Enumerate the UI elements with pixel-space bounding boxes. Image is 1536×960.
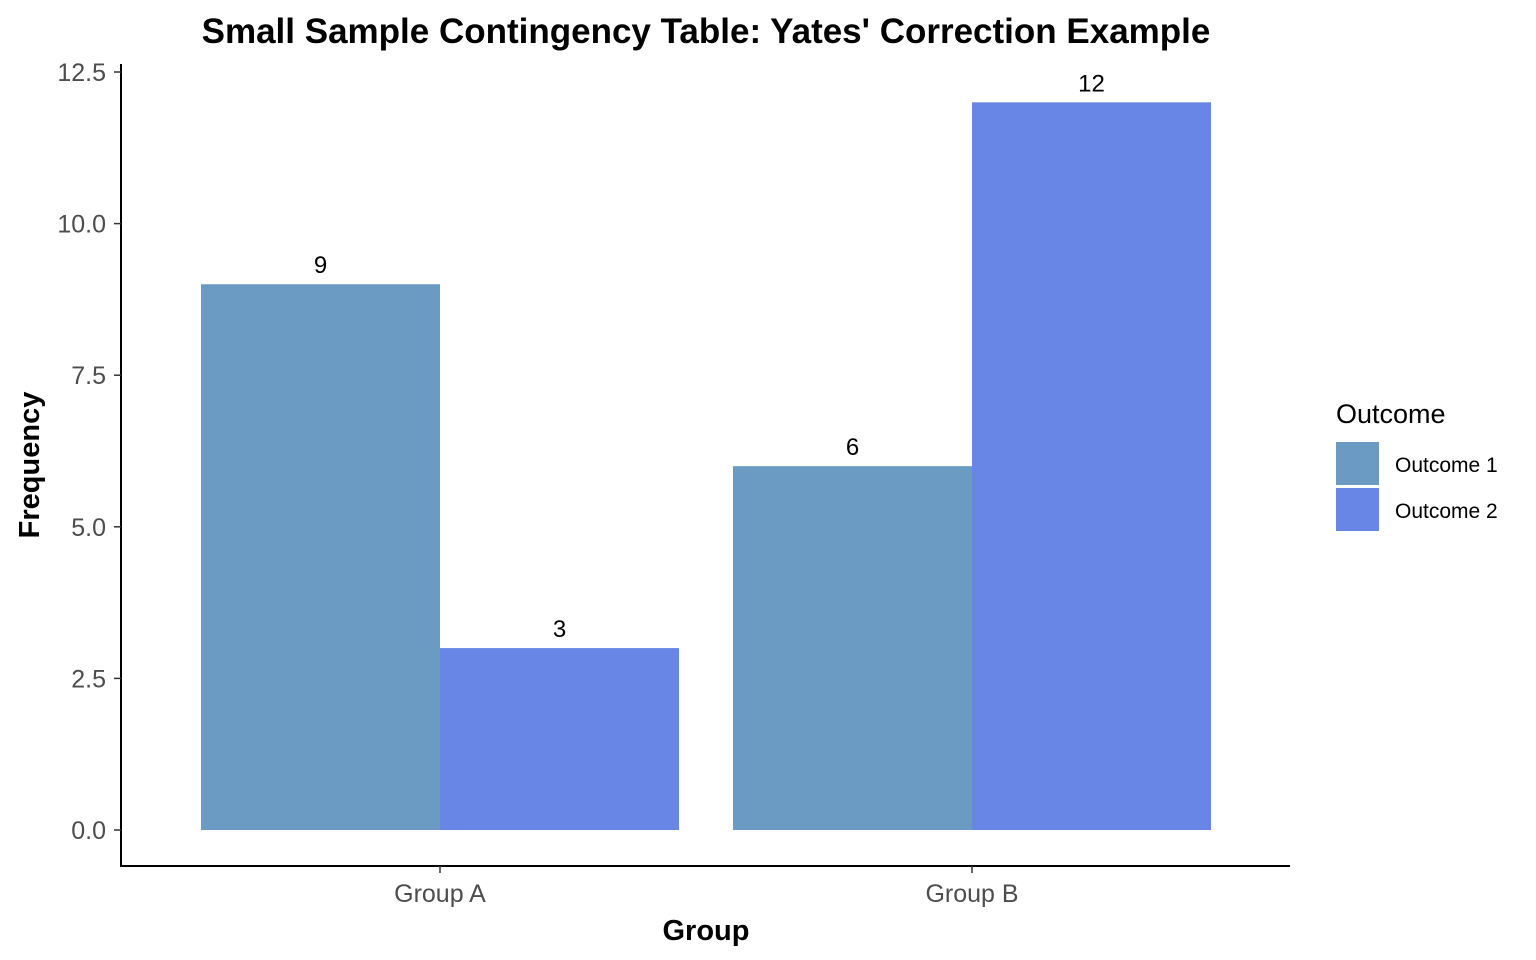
bar-outcome-1-group-b — [733, 466, 972, 830]
y-tick-label: 7.5 — [71, 362, 106, 390]
y-tick-label: 5.0 — [71, 514, 106, 542]
y-tick-label: 2.5 — [71, 665, 106, 693]
legend: Outcome Outcome 1 Outcome 2 — [1336, 399, 1498, 531]
bar-outcome-2-group-a — [440, 648, 679, 830]
x-axis-title: Group — [663, 915, 750, 947]
bar-outcome-2-group-b — [972, 102, 1211, 830]
y-axis-ticks: 0.0 2.5 5.0 7.5 10.0 12.5 — [57, 59, 121, 845]
chart-title: Small Sample Contingency Table: Yates' C… — [202, 12, 1211, 51]
bar-data-label: 6 — [846, 434, 859, 461]
y-tick-label: 0.0 — [71, 817, 106, 845]
x-axis-ticks: Group A Group B — [394, 866, 1019, 908]
x-tick-label: Group B — [925, 880, 1018, 908]
legend-label: Outcome 1 — [1395, 454, 1498, 477]
y-axis-title: Frequency — [14, 392, 46, 539]
plot-area: 9 3 6 12 — [201, 70, 1211, 830]
y-tick-label: 10.0 — [57, 211, 106, 239]
legend-key — [1336, 488, 1379, 531]
y-tick-label: 12.5 — [57, 59, 106, 87]
bar-data-label: 3 — [553, 616, 566, 643]
x-tick-label: Group A — [394, 880, 486, 908]
legend-label: Outcome 2 — [1395, 500, 1498, 523]
bar-outcome-1-group-a — [201, 284, 440, 830]
bar-data-label: 12 — [1078, 70, 1105, 97]
legend-key — [1336, 442, 1379, 485]
bar-data-label: 9 — [314, 252, 327, 279]
legend-title: Outcome — [1336, 399, 1446, 429]
